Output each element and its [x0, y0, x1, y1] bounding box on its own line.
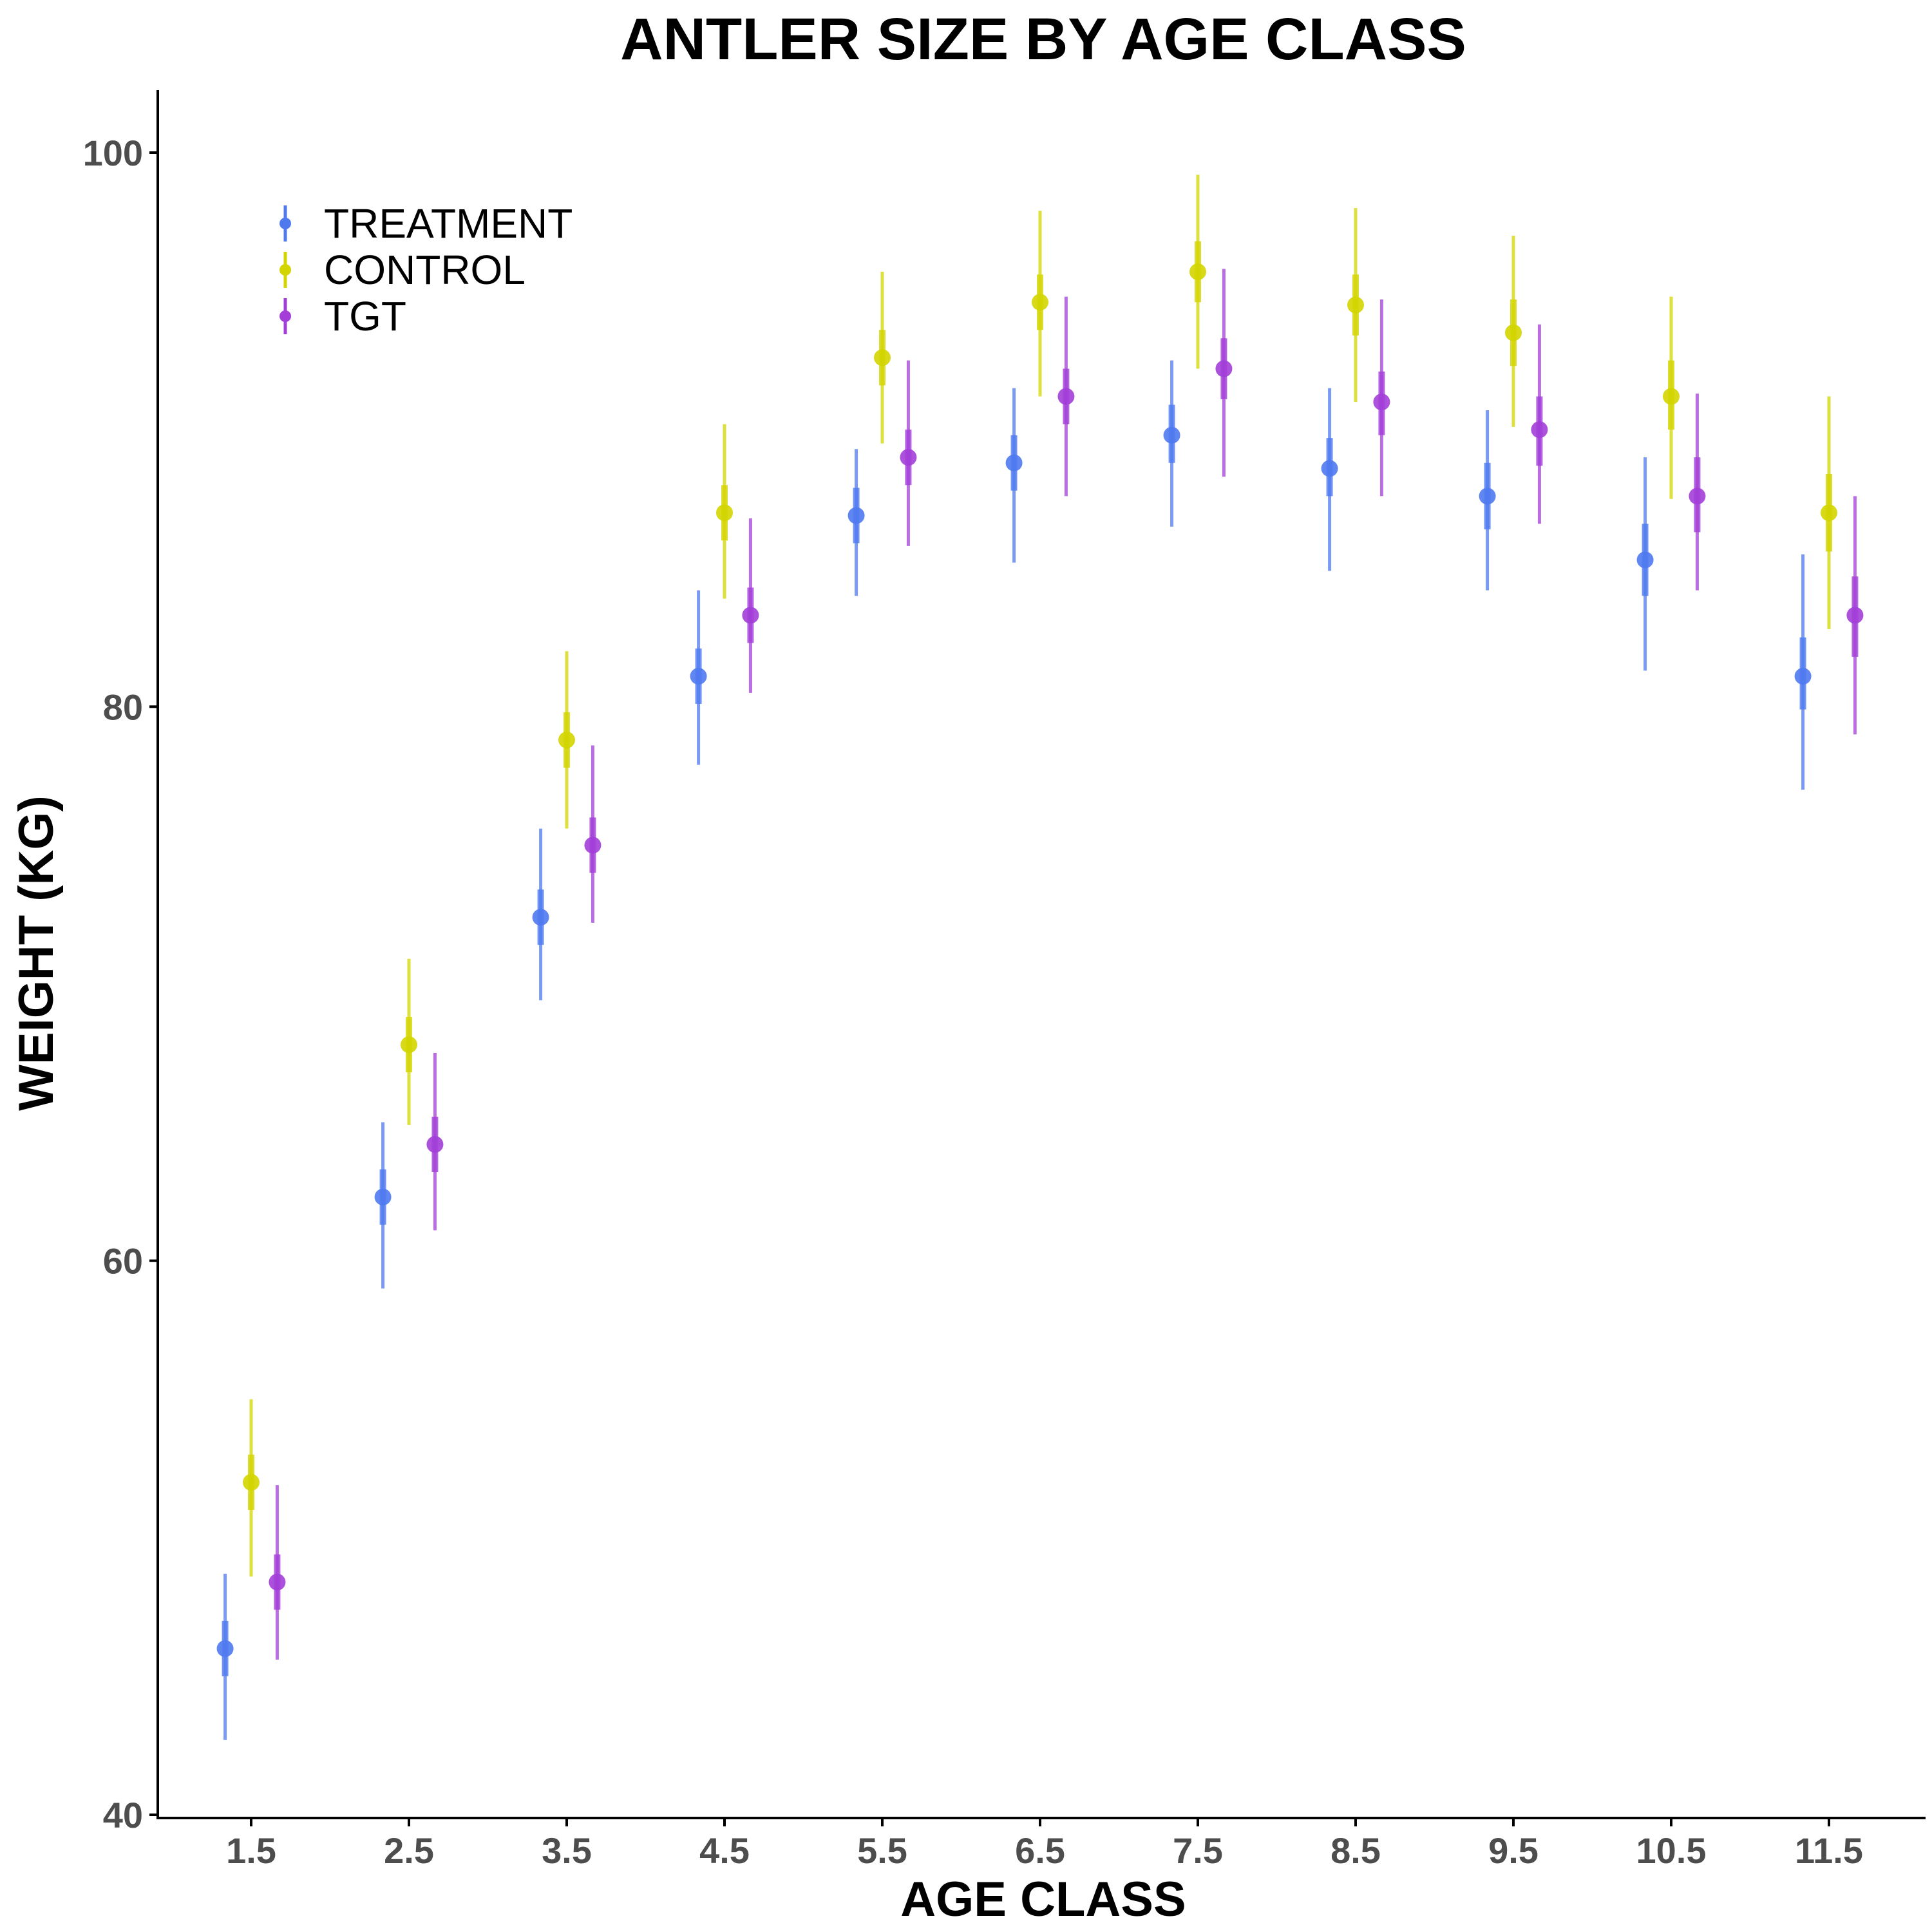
data-point	[584, 837, 601, 854]
data-point	[558, 731, 575, 748]
data-point	[1689, 488, 1706, 505]
legend-label: CONTROL	[324, 247, 526, 293]
data-point	[216, 1640, 234, 1657]
data-point	[243, 1473, 260, 1491]
x-ticks: 1.5 2.5 3.5 4.5 5.5 6.5 7.5 8.5 9.5 10.5 11.5	[226, 1818, 1863, 1871]
data-point	[1215, 360, 1233, 377]
y-ticks: 40 60 80 100	[83, 133, 158, 1835]
data-point	[1373, 393, 1390, 411]
x-tick-label: 3.5	[542, 1830, 592, 1871]
legend-key-point	[279, 310, 291, 322]
y-tick-label: 80	[103, 687, 143, 727]
legend-label: TREATMENT	[324, 200, 573, 247]
data-point	[1821, 504, 1837, 522]
data-point	[1846, 607, 1864, 624]
data-point	[269, 1573, 286, 1591]
data-point	[1347, 296, 1364, 314]
legend-item: CONTROL	[279, 247, 526, 293]
data-point	[1505, 324, 1522, 341]
data-point	[1479, 488, 1496, 505]
x-tick-label: 7.5	[1173, 1830, 1223, 1871]
data-point	[374, 1188, 392, 1206]
x-tick-label: 8.5	[1331, 1830, 1381, 1871]
legend-item: TGT	[279, 293, 406, 339]
data-point	[426, 1135, 444, 1153]
x-tick-label: 1.5	[226, 1830, 276, 1871]
data-point	[848, 507, 865, 524]
data-point	[1057, 388, 1075, 405]
data-point	[1032, 294, 1048, 311]
data-point	[1189, 263, 1206, 280]
data-point	[1531, 421, 1548, 439]
x-axis-title: AGE CLASS	[900, 1872, 1186, 1927]
legend-key-point	[279, 218, 291, 229]
plot-area	[216, 175, 1864, 1740]
x-tick-label: 5.5	[857, 1830, 907, 1871]
data-point	[1321, 460, 1338, 477]
data-point	[1163, 426, 1180, 444]
series-tgt	[269, 269, 1864, 1660]
data-point	[401, 1036, 417, 1054]
legend-key-point	[279, 264, 291, 276]
x-tick-label: 11.5	[1795, 1830, 1863, 1871]
data-point	[900, 449, 917, 466]
y-tick-label: 60	[103, 1241, 143, 1282]
x-tick-label: 2.5	[384, 1830, 434, 1871]
data-point	[1663, 388, 1680, 405]
x-tick-label: 6.5	[1015, 1830, 1065, 1871]
data-point	[742, 607, 759, 624]
data-point	[532, 909, 549, 926]
y-tick-label: 40	[103, 1795, 143, 1835]
series-control	[243, 175, 1837, 1577]
legend-item: TREATMENT	[279, 200, 573, 247]
x-tick-label: 9.5	[1488, 1830, 1539, 1871]
series-treatment	[216, 360, 1812, 1740]
data-point	[1794, 668, 1812, 685]
legend-label: TGT	[324, 293, 406, 339]
data-point	[874, 349, 891, 366]
x-tick-label: 4.5	[699, 1830, 750, 1871]
data-point	[1005, 454, 1023, 471]
data-point	[1636, 551, 1654, 569]
x-tick-label: 10.5	[1636, 1830, 1707, 1871]
chart-title: ANTLER SIZE BY AGE CLASS	[620, 6, 1466, 72]
data-point	[716, 504, 733, 522]
y-tick-label: 100	[83, 133, 143, 173]
data-point	[690, 668, 707, 685]
y-axis-title: WEIGHT (KG)	[9, 795, 64, 1111]
